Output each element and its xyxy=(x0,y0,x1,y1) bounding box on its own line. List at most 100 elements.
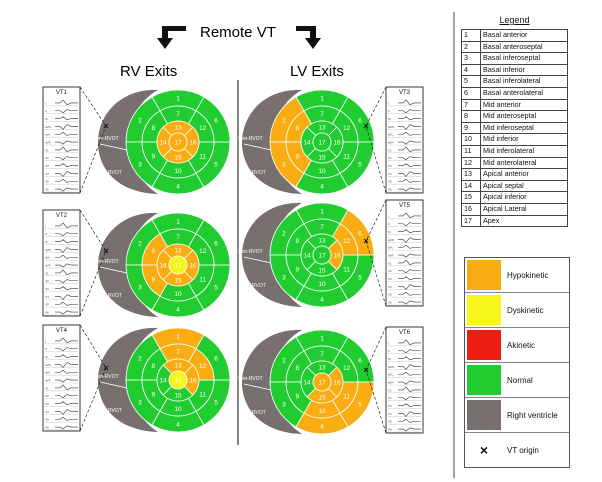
ecg-waveform xyxy=(398,259,421,266)
segment-label-5: 5 xyxy=(358,161,362,168)
ecg-waveform xyxy=(398,427,421,432)
legend-segment-name: Mid anteroseptal xyxy=(480,110,568,123)
segment-label-1: 1 xyxy=(176,218,180,225)
segment-label-2: 2 xyxy=(138,117,142,124)
ecg-waveform xyxy=(398,386,421,393)
legend-row: 3 Basal inferoseptal xyxy=(461,52,568,65)
legend-segment-name: Mid inferolateral xyxy=(480,144,568,158)
segment-label-14: 14 xyxy=(303,379,311,386)
ecg-lead-label: V6 xyxy=(388,301,392,305)
ecg-waveform xyxy=(398,178,421,183)
segment-label-5: 5 xyxy=(214,399,218,406)
segment-17 xyxy=(312,372,332,392)
color-legend-row: Normal xyxy=(465,363,569,398)
segment-label-11: 11 xyxy=(199,277,206,284)
legend-row: 6 Basal anterolateral xyxy=(461,86,568,100)
segment-label-5: 5 xyxy=(358,274,362,281)
ecg-lead-label: aVR xyxy=(388,365,395,369)
connector-line xyxy=(365,125,387,194)
color-swatch xyxy=(467,400,501,430)
segment-label-3: 3 xyxy=(282,161,286,168)
segment-label-3: 3 xyxy=(282,274,286,281)
segment-label-12: 12 xyxy=(343,365,351,372)
ecg-waveform xyxy=(398,237,421,243)
ecg-waveform xyxy=(398,212,421,219)
color-legend-row: Akinetic xyxy=(465,328,569,363)
segment-label-13: 13 xyxy=(174,362,182,369)
ecg-lead-label: V6 xyxy=(388,188,392,192)
rvot-label: RVOT xyxy=(252,170,266,176)
ecg-waveform xyxy=(398,109,421,114)
rv-exits-heading: RV Exits xyxy=(120,63,177,80)
ecg-lead-label: I xyxy=(388,101,389,105)
color-legend-row: × VT origin xyxy=(465,433,569,467)
ecg-lead-label: V2 xyxy=(45,156,49,160)
ecg-lead-label: V3 xyxy=(388,277,392,281)
legend-segment-name: Apical Lateral xyxy=(480,202,568,216)
ecg-lead-label: II xyxy=(388,222,390,226)
ecg-waveform xyxy=(55,156,78,161)
color-legend-row: Hypokinetic xyxy=(465,258,569,293)
ecg-waveform xyxy=(398,99,421,106)
color-legend-label: Normal xyxy=(507,375,533,385)
segment-label-4: 4 xyxy=(176,183,180,190)
segment-label-15: 15 xyxy=(318,394,326,401)
ecg-lead-label: V5 xyxy=(388,293,392,297)
legend-segment-number: 6 xyxy=(461,86,481,100)
ecg-lead-label: I xyxy=(45,101,46,105)
legend-segment-number: 2 xyxy=(461,40,481,54)
ecg-lead-label: V5 xyxy=(45,180,49,184)
segment-label-7: 7 xyxy=(176,111,180,118)
segment-label-4: 4 xyxy=(320,296,324,303)
segment-17 xyxy=(168,255,188,275)
legend-row: 10 Mid inferior xyxy=(461,133,568,146)
segment-label-12: 12 xyxy=(343,125,351,132)
ecg-lead-label: aVR xyxy=(388,125,395,129)
segment-label-14: 14 xyxy=(303,252,311,259)
ecg-waveform xyxy=(398,222,421,227)
ecg-lead-label: V1 xyxy=(45,148,49,152)
ecg-waveform xyxy=(398,364,421,370)
rvot-label: RVOT xyxy=(108,170,122,176)
segment-label-12: 12 xyxy=(343,238,351,245)
ecg-waveform xyxy=(55,416,78,421)
remote-vt-title: Remote VT xyxy=(200,24,276,41)
segment-label-16: 16 xyxy=(189,139,197,146)
connector-line xyxy=(365,86,387,127)
segment-label-8: 8 xyxy=(296,125,300,132)
ecg-waveform xyxy=(398,269,421,274)
segment-label-10: 10 xyxy=(174,291,182,298)
ecg-lead-label: aVL xyxy=(45,133,51,137)
ecg-lead-label: V3 xyxy=(388,164,392,168)
segment-17 xyxy=(168,370,188,390)
vt1-panel: Non-RVOTRVOT1234567891011121314151617VT1… xyxy=(42,86,231,195)
ecg-lead-label: V2 xyxy=(388,156,392,160)
non-rvot-label: Non-RVOT xyxy=(94,136,119,142)
ecg-lead-label: V4 xyxy=(45,172,49,176)
segment-label-3: 3 xyxy=(138,399,142,406)
ecg-lead-label: aVL xyxy=(45,256,51,260)
legend-segment-number: 7 xyxy=(461,98,481,112)
ecg-title: VT6 xyxy=(399,330,411,336)
segment-label-3: 3 xyxy=(282,401,286,408)
segment-label-7: 7 xyxy=(320,224,324,231)
connector-line xyxy=(365,326,387,371)
ecg-lead-label: I xyxy=(45,224,46,228)
ecg-waveform xyxy=(55,294,78,300)
color-legend-label: Hypokinetic xyxy=(507,270,549,280)
ecg-lead-label: V6 xyxy=(45,188,49,192)
legend-row: 7 Mid anterior xyxy=(461,98,568,112)
ecg-waveform xyxy=(55,254,78,259)
vt-origin-icon: × xyxy=(467,435,501,465)
segment-label-7: 7 xyxy=(176,234,180,241)
segment-label-16: 16 xyxy=(189,262,197,269)
legend-segment-name: Apical anterior xyxy=(480,168,568,181)
ecg-lead-label: I xyxy=(45,339,46,343)
segment-label-4: 4 xyxy=(320,183,324,190)
segment-label-5: 5 xyxy=(214,284,218,291)
segment-label-2: 2 xyxy=(282,230,286,237)
lv-exits-heading: LV Exits xyxy=(290,63,344,80)
